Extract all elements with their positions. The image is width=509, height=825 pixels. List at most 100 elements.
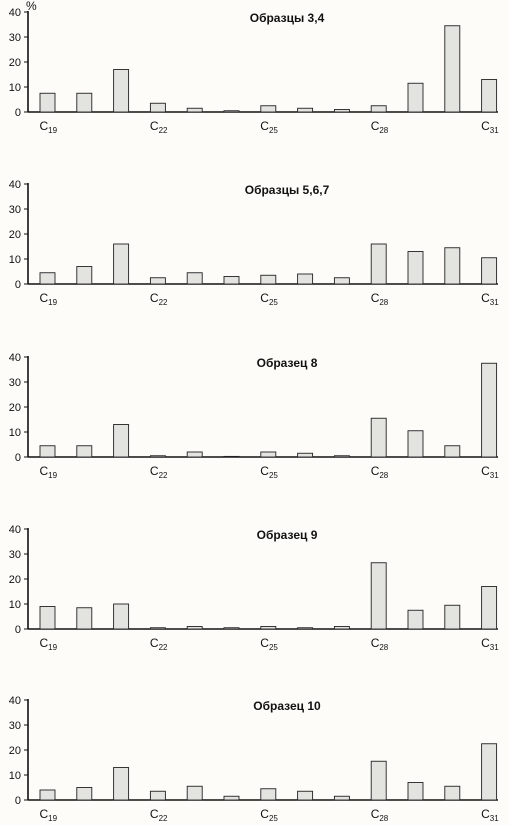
y-tick-label: 40	[9, 179, 21, 191]
chart-title: Образец 9	[257, 528, 318, 542]
x-category-label: C22	[150, 636, 168, 652]
bar-c20	[76, 607, 93, 630]
bar-c26	[297, 107, 314, 113]
y-tick-label: 20	[9, 574, 21, 586]
bar-c29	[407, 782, 424, 801]
bar-c29	[407, 251, 424, 285]
x-category-label: C31	[481, 119, 499, 135]
bar-c31	[481, 79, 498, 113]
x-category-label: C19	[40, 636, 58, 652]
x-category-label: C25	[260, 807, 278, 823]
chart-title: Образцы 3,4	[250, 11, 325, 25]
bar-c19	[39, 445, 56, 458]
y-tick-label: 30	[9, 32, 21, 44]
y-tick-label: 10	[9, 770, 21, 782]
chart-panel-2: 0 10 20 30 40 C19 C22 C25 C28 C31 Образцы 5,6,7	[9, 179, 499, 307]
bar-c21	[113, 69, 130, 113]
y-tick-label: 20	[9, 745, 21, 757]
y-tick-label: 40	[9, 352, 21, 364]
y-tick-label: 10	[9, 82, 21, 94]
x-category-label: C31	[481, 291, 499, 307]
y-tick-label: 30	[9, 377, 21, 389]
bar-c24	[223, 276, 240, 285]
bar-c19	[39, 606, 56, 630]
bar-c26	[297, 627, 314, 630]
y-tick-label: 0	[15, 795, 21, 807]
y-tick-label: 0	[15, 279, 21, 291]
x-category-label: C19	[40, 464, 58, 480]
bar-c31	[481, 586, 498, 630]
bar-c31	[481, 257, 498, 285]
bar-c20	[76, 787, 93, 801]
bar-c23	[186, 785, 203, 801]
y-tick-label: 20	[9, 229, 21, 241]
bar-c22	[149, 455, 166, 458]
bar-c25	[260, 105, 277, 113]
y-tick-label: 10	[9, 427, 21, 439]
bar-c28	[370, 417, 387, 458]
bar-c27	[333, 455, 350, 458]
y-tick-label: 20	[9, 402, 21, 414]
bar-c24	[223, 455, 240, 458]
chart-panel-4: 0 10 20 30 40 C19 C22 C25 C28 C31 Образец 9	[9, 524, 499, 652]
chart-title: Образец 10	[253, 699, 321, 713]
bar-c28	[370, 243, 387, 285]
bar-c27	[333, 626, 350, 630]
bar-c26	[297, 790, 314, 801]
x-category-label: C25	[260, 636, 278, 652]
bar-c23	[186, 451, 203, 458]
bar-c21	[113, 767, 130, 801]
bar-c29	[407, 82, 424, 113]
chart-title: Образцы 5,6,7	[245, 183, 330, 197]
x-category-label: C25	[260, 119, 278, 135]
bar-c25	[260, 274, 277, 285]
bar-c27	[333, 277, 350, 285]
bar-c26	[297, 452, 314, 458]
x-category-label: C31	[481, 464, 499, 480]
y-tick-label: 40	[9, 695, 21, 707]
bar-c19	[39, 272, 56, 285]
bar-c22	[149, 627, 166, 630]
y-tick-label: 10	[9, 599, 21, 611]
bar-c31	[481, 743, 498, 801]
chart-panel-5: 0 10 20 30 40 C19 C22 C25 C28 C31 Образец 10	[9, 695, 499, 823]
chart-panel-1: 0 10 20 30 40 C19 C22 C25 C28 C31 Образцы 3,4	[9, 7, 499, 135]
bar-c21	[113, 424, 130, 458]
bar-c19	[39, 789, 56, 801]
x-category-label: C31	[481, 807, 499, 823]
bar-c29	[407, 609, 424, 630]
y-tick-label: 0	[15, 624, 21, 636]
y-tick-label: 10	[9, 254, 21, 266]
bar-c21	[113, 243, 130, 285]
y-tick-label: 30	[9, 204, 21, 216]
x-category-label: C19	[40, 291, 58, 307]
bar-c20	[76, 92, 93, 113]
bar-c27	[333, 795, 350, 801]
x-category-label: C22	[150, 291, 168, 307]
bar-c25	[260, 451, 277, 458]
x-category-label: C28	[371, 464, 389, 480]
bar-c20	[76, 445, 93, 458]
bar-c28	[370, 105, 387, 113]
x-category-label: C19	[40, 119, 58, 135]
bar-c22	[149, 277, 166, 285]
x-category-label: C22	[150, 464, 168, 480]
bar-c23	[186, 626, 203, 630]
y-unit-label: %	[26, 0, 37, 13]
bar-c30	[444, 604, 461, 630]
x-category-label: C25	[260, 464, 278, 480]
bar-c23	[186, 107, 203, 113]
bar-c28	[370, 760, 387, 801]
bar-c31	[481, 362, 498, 458]
bar-c25	[260, 788, 277, 801]
y-tick-label: 0	[15, 107, 21, 119]
x-category-label: C28	[371, 636, 389, 652]
bar-c29	[407, 430, 424, 458]
x-category-label: C25	[260, 291, 278, 307]
chart-title: Образец 8	[257, 356, 318, 370]
bar-c21	[113, 603, 130, 630]
y-tick-label: 0	[15, 452, 21, 464]
bar-c24	[223, 795, 240, 801]
bar-c26	[297, 273, 314, 285]
